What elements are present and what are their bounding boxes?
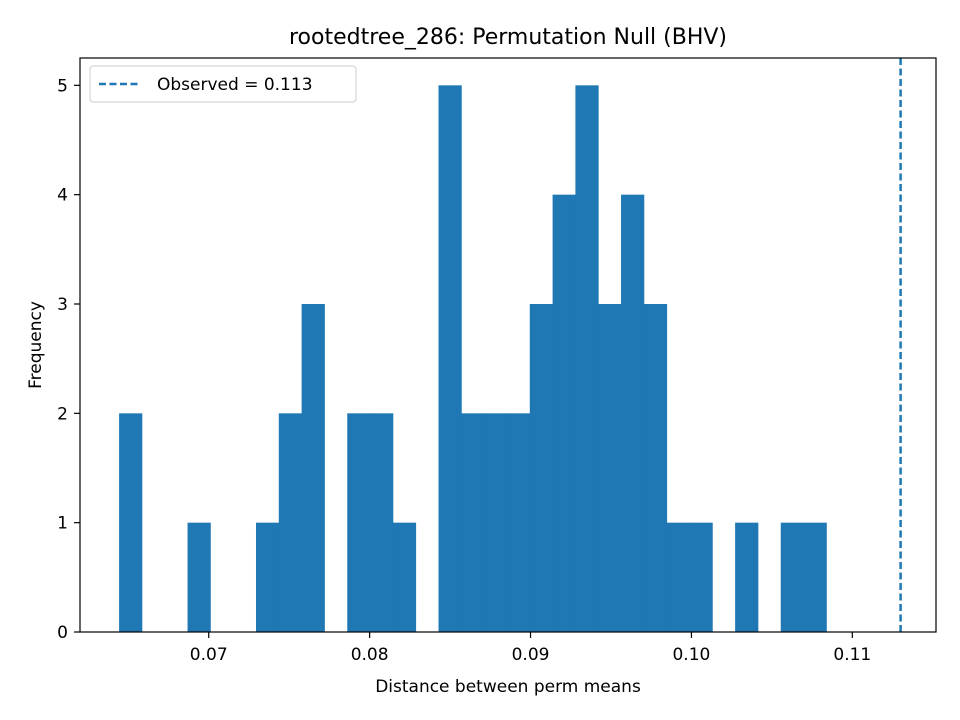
histogram-bar — [643, 304, 668, 632]
y-tick-label: 2 — [57, 404, 68, 424]
histogram-bar — [484, 413, 508, 632]
histogram-bar — [666, 522, 690, 632]
histogram-bar — [780, 522, 804, 632]
y-tick-label: 3 — [57, 295, 68, 315]
histogram-bar — [621, 194, 645, 633]
histogram-bar — [461, 413, 485, 632]
histogram-bar — [689, 522, 713, 632]
x-tick-label: 0.09 — [512, 645, 550, 665]
legend: Observed = 0.113 — [89, 65, 357, 103]
histogram-bar — [392, 522, 417, 632]
y-ticks: 0 1 2 3 4 5 — [57, 76, 80, 643]
chart-title: rootedtree_286: Permutation Null (BHV) — [289, 25, 727, 50]
x-tick-label: 0.08 — [351, 645, 389, 665]
y-tick-label: 4 — [57, 186, 68, 206]
histogram-bar — [438, 85, 462, 632]
y-tick-label: 5 — [57, 76, 68, 96]
histogram-bar — [347, 413, 371, 632]
legend-box — [89, 65, 357, 103]
x-tick-label: 0.07 — [190, 645, 228, 665]
histogram-bar — [301, 304, 325, 632]
legend-observed-label: Observed = 0.113 — [157, 75, 313, 95]
plot-frame — [79, 57, 937, 633]
histogram-bar — [506, 413, 531, 632]
bars-layer — [119, 85, 827, 633]
x-ticks: 0.07 0.08 0.09 0.10 0.11 — [190, 632, 871, 665]
histogram-bar — [529, 304, 554, 632]
y-tick-label: 0 — [57, 623, 68, 643]
histogram-bar — [119, 413, 143, 632]
x-tick-label: 0.10 — [672, 645, 710, 665]
histogram-bar — [370, 413, 394, 632]
histogram-bar — [278, 413, 303, 632]
y-tick-label: 1 — [57, 514, 68, 534]
histogram-bar — [187, 522, 211, 632]
histogram-bar — [598, 304, 622, 632]
histogram-bar — [803, 522, 827, 632]
histogram-bar — [255, 522, 280, 632]
x-tick-label: 0.11 — [833, 645, 871, 665]
histogram-bar — [735, 522, 759, 632]
histogram-bar — [575, 85, 599, 632]
histogram-bar — [552, 194, 576, 633]
x-axis-label: Distance between perm means — [375, 677, 641, 697]
y-axis-label: Frequency — [26, 301, 46, 389]
